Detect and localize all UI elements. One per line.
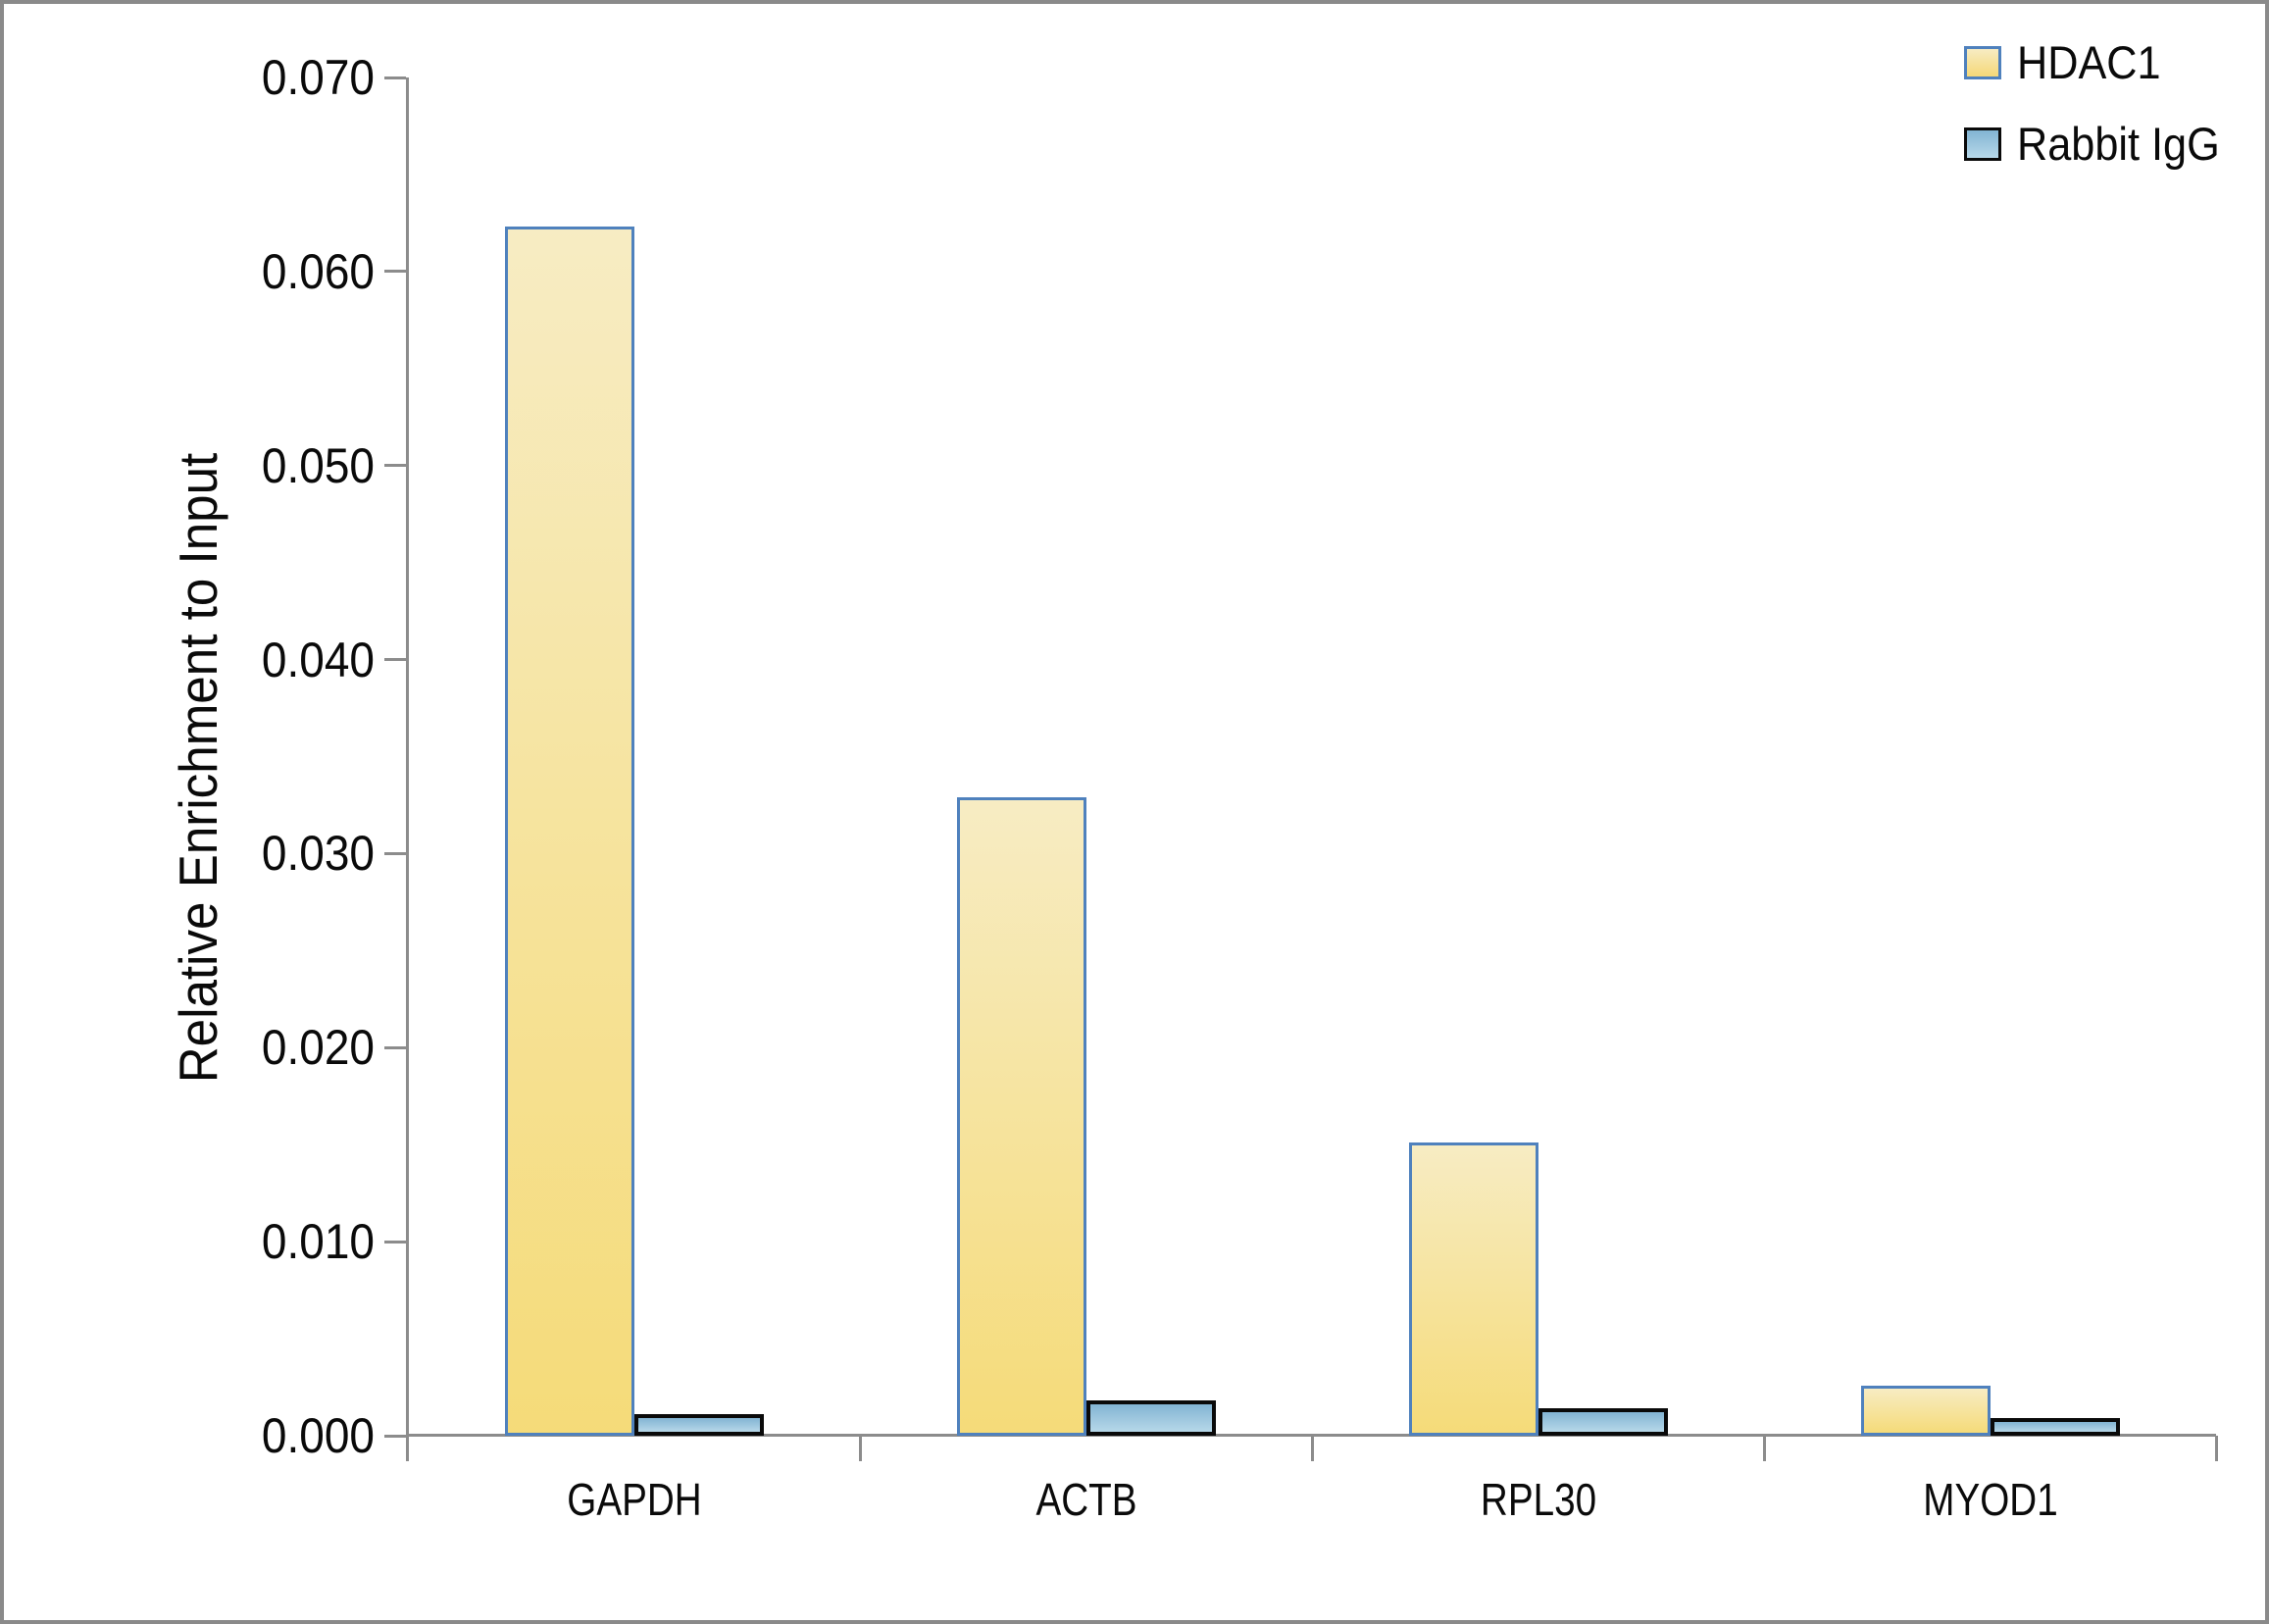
bar-chart: Relative Enrichment to Input 0.000 0.010 0… [4, 4, 2265, 1620]
bar-rabbit-igg-rpl30 [1538, 1408, 1668, 1436]
legend-label-rabbit-igg: Rabbit IgG [2017, 118, 2221, 170]
bar-hdac1-myod1 [1860, 1385, 1991, 1436]
y-tick-label: 0.070 [261, 50, 375, 105]
bar-hdac1-actb [956, 797, 1086, 1436]
x-tick-mark [1762, 1436, 1766, 1461]
y-tick-label: 0.030 [261, 826, 375, 882]
bar-rabbit-igg-myod1 [1990, 1418, 2120, 1436]
legend-item-rabbit-igg: Rabbit IgG [1964, 121, 2238, 167]
legend-swatch-rabbit-igg-icon [1964, 127, 2002, 161]
x-category-label-gapdh: GAPDH [566, 1474, 702, 1525]
y-tick-mark [384, 851, 406, 855]
x-tick-mark [858, 1436, 862, 1461]
legend: HDAC1 Rabbit IgG [1964, 39, 2238, 167]
y-tick-label: 0.020 [261, 1020, 375, 1076]
y-tick-mark [384, 1434, 406, 1438]
y-tick-mark [384, 658, 406, 662]
y-tick-mark [384, 1240, 406, 1243]
y-tick-label: 0.050 [261, 437, 375, 493]
bar-rabbit-igg-gapdh [633, 1414, 764, 1436]
bar-rabbit-igg-actb [1085, 1400, 1216, 1436]
y-axis-line [406, 77, 409, 1461]
y-tick-label: 0.000 [261, 1408, 375, 1463]
y-tick-mark [384, 76, 406, 79]
legend-label-hdac1: HDAC1 [2017, 36, 2161, 88]
bar-hdac1-gapdh [504, 227, 634, 1436]
x-axis-line [408, 1434, 2216, 1437]
y-tick-label: 0.010 [261, 1214, 375, 1270]
x-tick-mark [1310, 1436, 1314, 1461]
y-tick-label: 0.040 [261, 632, 375, 687]
y-tick-label: 0.060 [261, 243, 375, 299]
x-category-label-rpl30: RPL30 [1480, 1474, 1596, 1525]
y-tick-mark [384, 464, 406, 468]
legend-swatch-hdac1-icon [1964, 45, 2002, 79]
y-tick-mark [384, 270, 406, 274]
bar-hdac1-rpl30 [1408, 1142, 1538, 1436]
x-category-label-actb: ACTB [1034, 1474, 1137, 1525]
x-category-label-myod1: MYOD1 [1922, 1474, 2058, 1525]
y-tick-mark [384, 1045, 406, 1049]
x-tick-mark [2214, 1436, 2218, 1461]
legend-item-hdac1: HDAC1 [1964, 39, 2238, 85]
